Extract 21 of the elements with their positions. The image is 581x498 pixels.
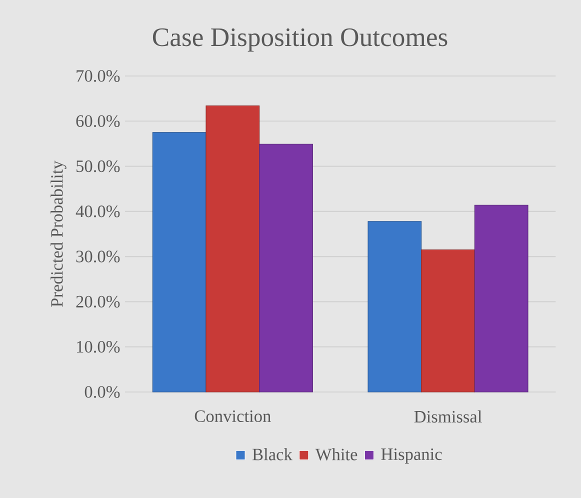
legend-label: Black (252, 448, 292, 460)
y-tick-label: 30.0% (76, 250, 120, 262)
y-tick-label: 0.0% (84, 386, 120, 398)
legend-label: White (315, 448, 358, 460)
y-tick-label: 50.0% (76, 160, 120, 172)
y-tick-label: 60.0% (76, 115, 120, 128)
chart-title: Case Disposition Outcomes (152, 28, 448, 52)
x-tick-label: Dismissal (414, 410, 482, 423)
y-tick-label: 40.0% (76, 206, 120, 218)
bar (368, 221, 422, 392)
x-tick-label: Conviction (194, 410, 271, 422)
y-tick-label: 10.0% (77, 340, 120, 353)
bar (152, 132, 206, 392)
bar (474, 204, 528, 392)
bar (206, 106, 260, 392)
y-tick-label: 20.0% (76, 296, 120, 308)
bar (421, 250, 475, 392)
legend-label: Hispanic (381, 448, 442, 464)
bar (259, 144, 313, 392)
y-axis-title: Predicted Probability (50, 160, 66, 307)
y-tick-label: 70.0% (76, 70, 120, 82)
